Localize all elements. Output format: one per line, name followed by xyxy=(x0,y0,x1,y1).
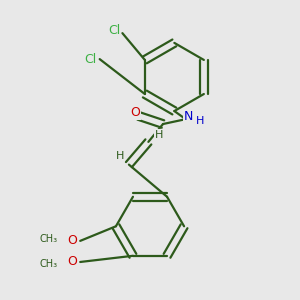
Text: CH₃: CH₃ xyxy=(39,234,58,244)
Text: O: O xyxy=(67,234,77,248)
Text: H: H xyxy=(154,130,163,140)
Text: H: H xyxy=(116,151,124,160)
Text: O: O xyxy=(67,256,77,268)
Text: O: O xyxy=(130,106,140,119)
Text: Cl: Cl xyxy=(84,52,96,66)
Text: Cl: Cl xyxy=(108,24,120,37)
Text: H: H xyxy=(196,116,205,126)
Text: N: N xyxy=(184,110,193,123)
Text: CH₃: CH₃ xyxy=(39,259,58,269)
